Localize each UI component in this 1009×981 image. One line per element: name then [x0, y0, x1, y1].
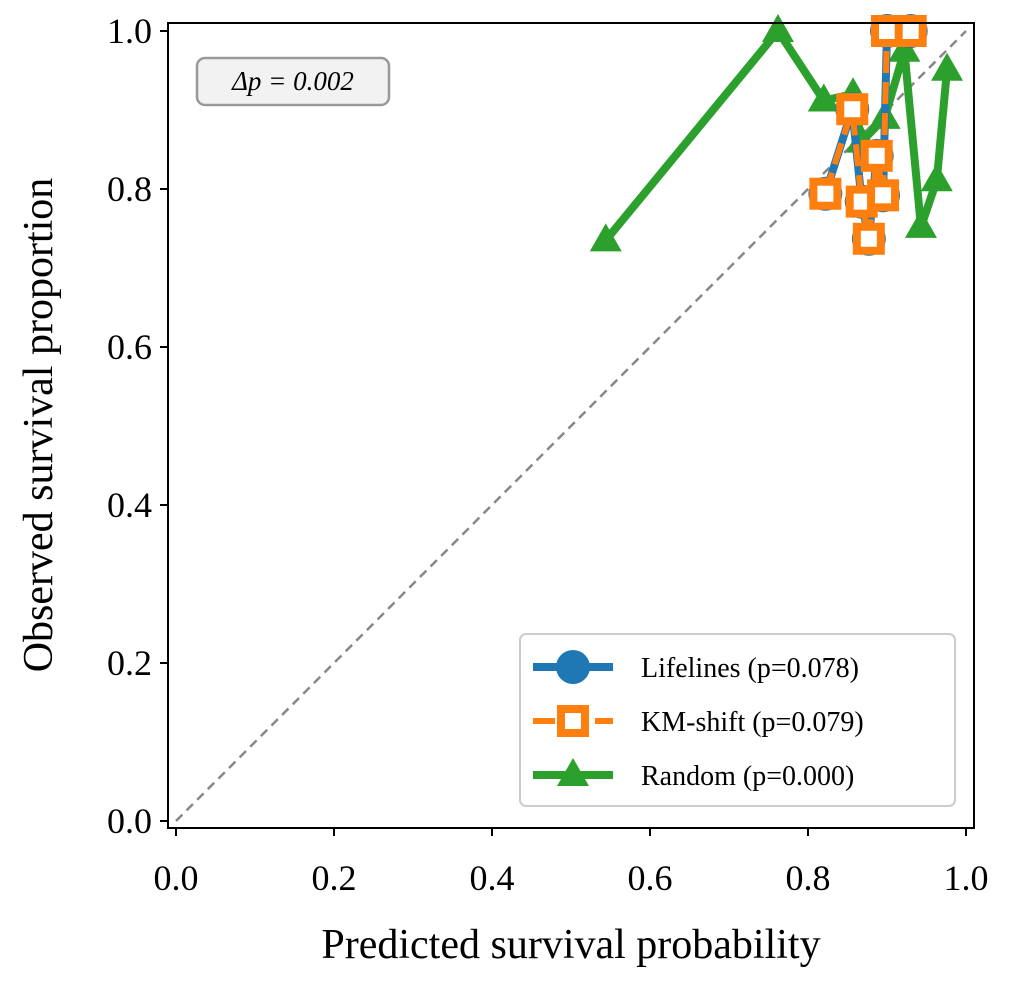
x-axis-label: Predicted survival probability — [321, 922, 820, 968]
data-point-triangle — [904, 209, 937, 238]
y-tick-label: 0.0 — [107, 801, 152, 841]
series-line — [602, 27, 952, 243]
x-tick-label: 0.8 — [786, 858, 831, 898]
data-point-square — [809, 177, 842, 210]
y-tick-label: 0.4 — [107, 485, 152, 525]
x-tick-label: 0.2 — [312, 858, 357, 898]
data-point-circle — [556, 650, 590, 684]
data-point-triangle — [931, 52, 964, 81]
plot-frame — [167, 22, 975, 829]
y-tick-label: 0.8 — [107, 169, 152, 209]
y-axis-label: Observed survival proportion — [16, 178, 62, 673]
delta-p-annotation: Δp = 0.002 — [231, 66, 354, 96]
data-point-triangle — [761, 14, 794, 42]
legend: Lifelines (p=0.078) KM-shift (p=0.079) Ran… — [519, 633, 956, 807]
data-point-square — [852, 222, 885, 255]
data-point-triangle — [807, 83, 840, 112]
legend-item: KM-shift (p=0.079) — [533, 705, 864, 738]
data-point-square — [557, 705, 589, 737]
x-tick-label: 0.4 — [470, 858, 515, 898]
data-point-triangle — [920, 163, 953, 192]
x-tick-label: 1.0 — [944, 858, 989, 898]
y-tick-label: 1.0 — [107, 11, 152, 51]
annotation-box: Δp = 0.002 — [195, 56, 391, 107]
legend-label: Random (p=0.000) — [641, 761, 854, 792]
data-point-triangle — [557, 758, 589, 786]
x-tick-label: 0.6 — [628, 858, 673, 898]
legend-label: KM-shift (p=0.079) — [641, 707, 864, 738]
data-point-square — [836, 93, 869, 126]
legend-item: Lifelines (p=0.078) — [533, 650, 859, 684]
y-tick-label: 0.6 — [107, 327, 152, 367]
data-point-square — [867, 179, 900, 212]
data-point-triangle — [888, 33, 921, 62]
legend-item: Random (p=0.000) — [533, 758, 854, 792]
x-tick-label: 0.0 — [154, 858, 199, 898]
series-2 — [589, 14, 964, 252]
data-point-square — [860, 139, 893, 172]
legend-label: Lifelines (p=0.078) — [641, 653, 859, 684]
data-point-triangle — [589, 223, 622, 252]
y-tick-label: 0.2 — [107, 643, 152, 683]
